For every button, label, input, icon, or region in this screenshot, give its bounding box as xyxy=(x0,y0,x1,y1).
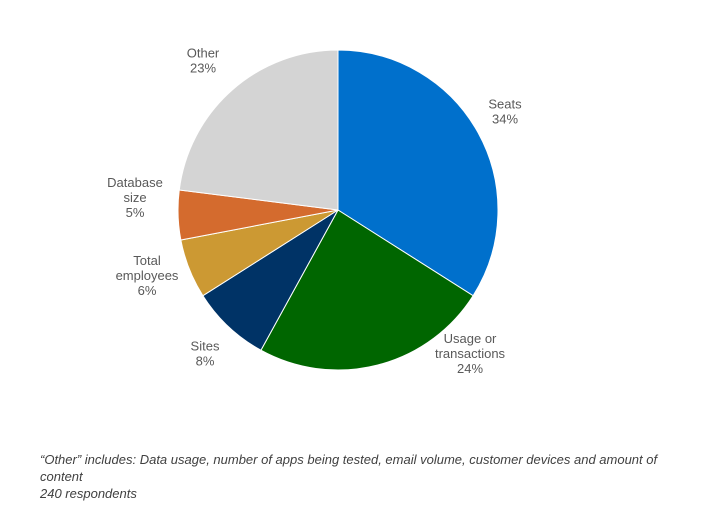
slice-name-label: Seats xyxy=(488,97,522,112)
pie-labels: Seats 34% Usage or transactions 24% Sites 8% To… xyxy=(107,46,522,377)
slice-name-label: size xyxy=(123,190,146,205)
slice-label-other: Other 23% xyxy=(187,46,220,76)
footnote-other-definition: “Other” includes: Data usage, number of … xyxy=(40,452,658,484)
slice-name-label: transactions xyxy=(435,346,506,361)
slice-label-usage-or-transactions: Usage or transactions 24% xyxy=(435,331,506,376)
pie-slice-usage-or-transactions xyxy=(260,209,474,371)
slice-name-label: Total xyxy=(133,253,161,268)
footnote-respondents: 240 respondents xyxy=(40,486,137,501)
chart-footnote: “Other” includes: Data usage, number of … xyxy=(40,451,700,502)
slice-name-label: Database xyxy=(107,175,163,190)
slice-name-label: Other xyxy=(187,46,220,61)
slice-percent-label: 24% xyxy=(457,361,483,376)
pie-slice-seats xyxy=(337,49,499,297)
slice-percent-label: 23% xyxy=(190,61,216,76)
slice-label-sites: Sites 8% xyxy=(191,339,220,369)
slice-label-seats: Seats 34% xyxy=(488,97,522,127)
slice-name-label: Sites xyxy=(191,339,220,354)
slice-label-total-employees: Total employees 6% xyxy=(116,253,179,298)
slice-percent-label: 34% xyxy=(492,112,518,127)
slice-percent-label: 6% xyxy=(138,283,157,298)
slice-name-label: Usage or xyxy=(444,331,497,346)
pie-slice-other xyxy=(178,49,339,211)
slice-percent-label: 5% xyxy=(126,205,145,220)
pie-slices xyxy=(177,49,499,371)
slice-name-label: employees xyxy=(116,268,179,283)
slice-percent-label: 8% xyxy=(196,354,215,369)
pie-chart: Seats 34% Usage or transactions 24% Sites 8% To… xyxy=(107,46,522,377)
slice-label-database-size: Database size 5% xyxy=(107,175,163,220)
